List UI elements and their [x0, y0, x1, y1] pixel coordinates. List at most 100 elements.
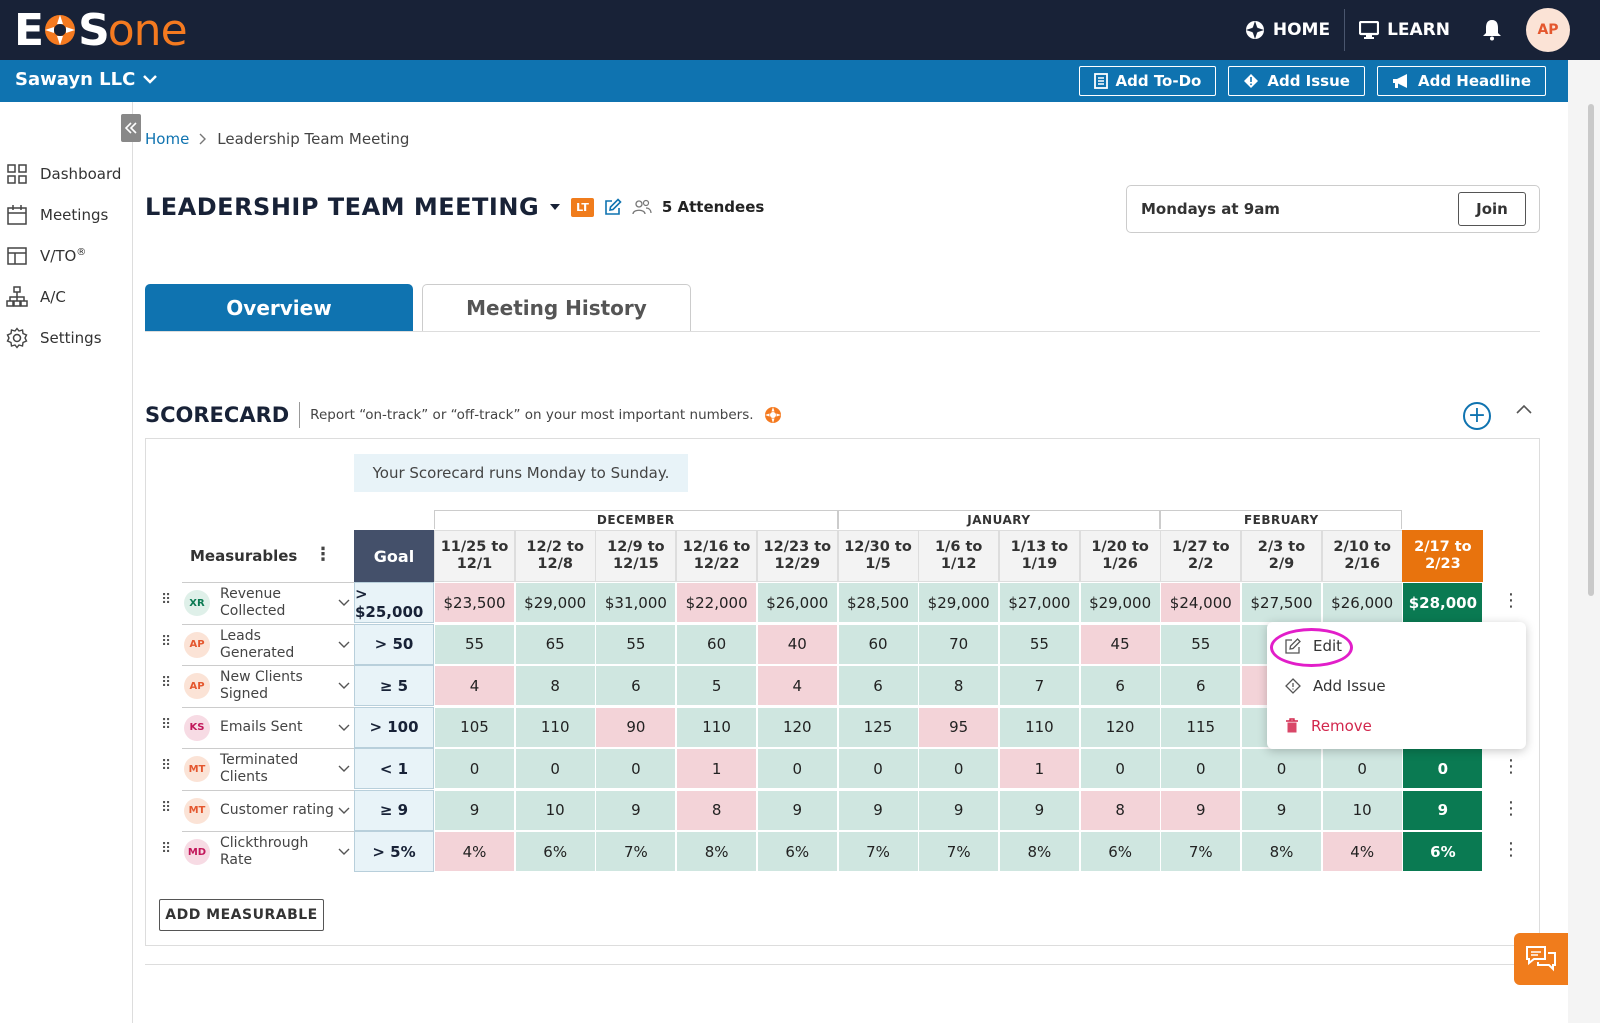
score-cell[interactable]: 115 — [1160, 706, 1242, 748]
score-cell[interactable]: 8 — [1079, 789, 1161, 831]
score-cell[interactable]: $22,000 — [676, 582, 758, 623]
score-cell[interactable]: 55 — [1160, 623, 1242, 665]
score-cell[interactable]: $29,000 — [1079, 582, 1161, 623]
score-cell[interactable]: 4% — [1321, 831, 1403, 872]
add-measurable-button[interactable]: ADD MEASURABLE — [159, 899, 324, 931]
measurable-name[interactable]: AP Leads Generated — [182, 623, 354, 665]
score-cell[interactable]: 0 — [1160, 748, 1242, 789]
score-cell[interactable]: 60 — [837, 623, 919, 665]
score-cell[interactable]: 0 — [1402, 748, 1484, 789]
score-cell[interactable]: 65 — [514, 623, 596, 665]
user-avatar[interactable]: AP — [1526, 8, 1570, 52]
add-headline-button[interactable]: Add Headline — [1376, 66, 1546, 96]
score-cell[interactable]: 55 — [595, 623, 677, 665]
score-cell[interactable]: 95 — [918, 706, 1000, 748]
measurable-name[interactable]: MT Customer rating — [182, 789, 354, 831]
chevron-down-icon[interactable] — [338, 638, 350, 652]
score-cell[interactable]: 105 — [434, 706, 515, 748]
score-cell[interactable]: 8 — [918, 665, 1000, 706]
score-cell[interactable]: 6 — [837, 665, 919, 706]
goal-cell[interactable]: > 5% — [354, 831, 434, 872]
more-vertical-icon[interactable]: ⋮ — [1502, 590, 1520, 611]
measurable-name[interactable]: MD Clickthrough Rate — [182, 831, 354, 872]
score-cell[interactable]: 7 — [998, 665, 1080, 706]
sidebar-item-vto[interactable]: V/TO® — [6, 245, 86, 267]
score-cell[interactable]: 7% — [1160, 831, 1242, 872]
score-cell[interactable]: 110 — [514, 706, 596, 748]
tab-overview[interactable]: Overview — [145, 284, 413, 331]
score-cell[interactable]: 90 — [595, 706, 677, 748]
tab-meeting-history[interactable]: Meeting History — [422, 284, 691, 331]
score-cell[interactable]: 40 — [756, 623, 838, 665]
chevron-down-icon[interactable] — [338, 762, 350, 776]
score-cell[interactable]: 9 — [1241, 789, 1322, 831]
sidebar-item-dashboard[interactable]: Dashboard — [6, 163, 121, 185]
score-cell[interactable]: 55 — [998, 623, 1080, 665]
score-cell[interactable]: 7% — [918, 831, 1000, 872]
score-cell[interactable]: 9 — [1402, 789, 1484, 831]
score-cell[interactable]: 110 — [676, 706, 758, 748]
chevron-down-icon[interactable] — [338, 596, 350, 610]
learn-nav-button[interactable]: LEARN — [1345, 9, 1464, 51]
score-cell[interactable]: 9 — [434, 789, 515, 831]
score-cell[interactable]: 120 — [1079, 706, 1161, 748]
drag-handle-icon[interactable]: ⠿ — [161, 592, 172, 608]
score-cell[interactable]: 0 — [1321, 748, 1403, 789]
eos-one-logo[interactable]: E S one — [14, 4, 188, 56]
score-cell[interactable]: $26,000 — [1321, 582, 1403, 623]
score-cell[interactable]: 7% — [595, 831, 677, 872]
score-cell[interactable]: 4% — [434, 831, 515, 872]
score-cell[interactable]: $24,000 — [1160, 582, 1242, 623]
score-cell[interactable]: 0 — [837, 748, 919, 789]
chat-button[interactable] — [1514, 933, 1568, 985]
company-switcher[interactable]: Sawayn LLC — [15, 69, 158, 90]
score-cell[interactable]: 9 — [918, 789, 1000, 831]
goal-cell[interactable]: ≥ 5 — [354, 665, 434, 706]
score-cell[interactable]: 6% — [1079, 831, 1161, 872]
breadcrumb-home-link[interactable]: Home — [145, 130, 190, 148]
score-cell[interactable]: 8% — [998, 831, 1080, 872]
score-cell[interactable]: 1 — [676, 748, 758, 789]
score-cell[interactable]: 45 — [1079, 623, 1161, 665]
score-cell[interactable]: 60 — [676, 623, 758, 665]
more-vertical-icon[interactable]: ⋮ — [1502, 756, 1520, 777]
measurable-name[interactable]: XR Revenue Collected — [182, 582, 354, 623]
goal-cell[interactable]: > 50 — [354, 623, 434, 665]
score-cell[interactable]: 9 — [837, 789, 919, 831]
add-issue-button[interactable]: Add Issue — [1228, 66, 1365, 96]
score-cell[interactable]: 0 — [595, 748, 677, 789]
caret-down-icon[interactable] — [549, 203, 561, 211]
score-cell[interactable]: $28,500 — [837, 582, 919, 623]
score-cell[interactable]: 0 — [434, 748, 515, 789]
more-vertical-icon[interactable]: ⋮ — [1502, 797, 1520, 819]
home-nav-button[interactable]: HOME — [1231, 9, 1344, 51]
score-cell[interactable]: 125 — [837, 706, 919, 748]
edit-icon[interactable] — [604, 198, 622, 216]
score-cell[interactable]: $29,000 — [514, 582, 596, 623]
score-cell[interactable]: 5 — [676, 665, 758, 706]
score-cell[interactable]: 8 — [676, 789, 758, 831]
score-cell[interactable]: 6% — [1402, 831, 1484, 872]
collapse-sidebar-button[interactable] — [121, 114, 141, 142]
more-vertical-icon[interactable]: ⋮ — [1502, 839, 1520, 860]
goal-cell[interactable]: ≥ 9 — [354, 789, 434, 831]
add-todo-button[interactable]: Add To-Do — [1078, 66, 1217, 96]
score-cell[interactable]: $28,000 — [1402, 582, 1484, 623]
score-cell[interactable]: $29,000 — [918, 582, 1000, 623]
goal-cell[interactable]: > 100 — [354, 706, 434, 748]
page-scrollbar[interactable] — [1568, 60, 1600, 1023]
chevron-down-icon[interactable] — [338, 721, 350, 735]
chevron-up-icon[interactable] — [1516, 404, 1532, 414]
sidebar-item-meetings[interactable]: Meetings — [6, 204, 108, 226]
score-cell[interactable]: 9 — [1160, 789, 1242, 831]
goal-cell[interactable]: > $25,000 — [354, 582, 434, 623]
score-cell[interactable]: 6% — [514, 831, 596, 872]
goal-cell[interactable]: < 1 — [354, 748, 434, 789]
eos-help-icon[interactable] — [764, 406, 782, 424]
chevron-down-icon[interactable] — [338, 679, 350, 693]
join-button[interactable]: Join — [1458, 192, 1526, 226]
score-cell[interactable]: 10 — [1321, 789, 1403, 831]
drag-handle-icon[interactable]: ⠿ — [161, 758, 172, 774]
score-cell[interactable]: 0 — [918, 748, 1000, 789]
score-cell[interactable]: 120 — [756, 706, 838, 748]
